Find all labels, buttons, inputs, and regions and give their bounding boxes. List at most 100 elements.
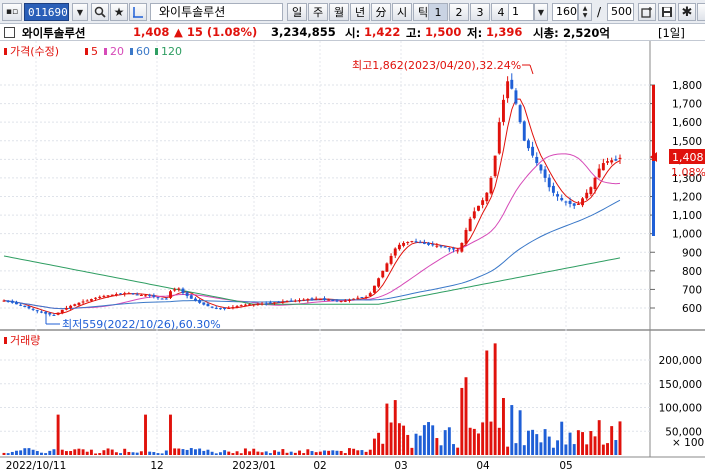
interval-4-button[interactable]: 4 <box>491 3 511 21</box>
count-input[interactable]: 160 <box>552 3 578 21</box>
period-year-button[interactable]: 년 <box>350 3 370 21</box>
settings-button[interactable]: ✱ <box>678 3 696 21</box>
stock-name-field[interactable]: 와이투솔루션 <box>150 3 283 21</box>
price-axis-panel <box>650 41 705 457</box>
legend-ma60: 60 <box>136 45 150 58</box>
more-button[interactable] <box>697 3 705 21</box>
favorite-button[interactable]: ★ <box>110 3 128 21</box>
volume-bar <box>352 448 356 455</box>
candle-body <box>456 250 460 252</box>
volume-bar <box>560 421 564 455</box>
volume-bar <box>447 427 451 455</box>
code-dropdown-button[interactable]: ▼ <box>72 3 88 21</box>
volume-bar <box>148 451 152 455</box>
price-tick-label: 1,600 <box>672 117 702 129</box>
candle-body <box>110 294 114 296</box>
volume-bar <box>277 451 281 455</box>
candle-body <box>589 187 593 195</box>
volume-bar <box>576 430 580 455</box>
volume-bar <box>618 421 622 455</box>
volume-bar <box>40 452 43 455</box>
volume-bar <box>514 443 518 455</box>
candle-body <box>526 140 530 149</box>
volume-bar <box>2 452 6 455</box>
period-day-button[interactable]: 일 <box>287 3 307 21</box>
info-checkbox[interactable] <box>4 27 15 38</box>
volume-bar <box>568 432 572 455</box>
total-input[interactable]: 500 <box>607 3 634 21</box>
candle-body <box>98 296 102 299</box>
stock-chart[interactable]: 1,8001,7001,6001,5001,4001,3001,2001,100… <box>0 41 705 473</box>
volume-tick-label: 200,000 <box>659 355 702 367</box>
price-tick-label: 800 <box>682 266 702 278</box>
period-minute-button[interactable]: 分 <box>371 3 391 21</box>
candle-body <box>206 303 210 307</box>
ma120-line <box>3 255 621 305</box>
stock-type-icon: ▪▫ <box>5 7 19 17</box>
candle-body <box>106 295 110 297</box>
date-tick-label: 02 <box>313 460 326 472</box>
volume-bar <box>306 449 310 455</box>
volume-bar <box>110 449 114 455</box>
count-stepper[interactable]: ▲ ▼ <box>578 3 592 21</box>
candle-body <box>131 293 135 295</box>
info-stock-name: 와이투솔루션 <box>22 26 86 40</box>
candle-body <box>360 297 364 299</box>
new-window-button[interactable] <box>638 3 656 21</box>
volume-bar <box>10 451 14 455</box>
volume-bar <box>127 451 131 455</box>
candle-body <box>377 278 381 287</box>
volume-bar <box>231 453 235 455</box>
volume-bar <box>597 420 601 455</box>
stock-type-button[interactable]: ▪▫ <box>2 3 22 21</box>
volume-bar <box>323 450 326 455</box>
candle-body <box>310 298 314 300</box>
legend-price: 가격(수정) <box>10 45 59 58</box>
volume-bar <box>348 448 351 455</box>
volume-bar <box>85 451 89 455</box>
price-tick-label: 900 <box>682 247 702 259</box>
legend-volume: 거래량 <box>10 334 40 347</box>
candle-body <box>52 314 56 316</box>
current-price: 1,408 <box>133 25 170 39</box>
low-annotation: 최저559(2022/10/26),60.30% <box>62 318 221 331</box>
low-label: 저: <box>467 26 483 40</box>
price-tick-label: 1,100 <box>672 210 702 222</box>
chart-type-button[interactable] <box>129 3 147 21</box>
volume-bar <box>210 451 214 455</box>
interval-3-button[interactable]: 3 <box>470 3 490 21</box>
volume-bar <box>614 440 618 455</box>
volume-bar <box>273 450 276 455</box>
stock-code-input[interactable]: 011690 <box>24 3 69 21</box>
candle-body <box>327 299 331 301</box>
period-week-button[interactable]: 주 <box>308 3 328 21</box>
save-button[interactable] <box>658 3 676 21</box>
search-button[interactable] <box>91 3 109 21</box>
volume-bar <box>285 452 289 455</box>
volume-bar <box>381 443 385 455</box>
period-hour-button[interactable]: 시 <box>392 3 412 21</box>
price-change: ▲ 15 (1.08%) <box>174 25 258 39</box>
interval-1-button[interactable]: 1 <box>428 3 448 21</box>
volume-bar <box>44 453 48 455</box>
chevron-down-icon: ▼ <box>537 7 545 17</box>
market-cap-label: 시총: <box>533 26 559 40</box>
interval-input[interactable]: 1 <box>508 3 534 21</box>
candle-body <box>468 218 472 232</box>
volume-bar <box>114 452 118 455</box>
legend-price-marker <box>4 48 7 55</box>
volume-bar <box>364 451 368 455</box>
candle-body <box>35 310 39 312</box>
interval-dropdown-button[interactable]: ▼ <box>534 3 548 21</box>
interval-2-button[interactable]: 2 <box>449 3 469 21</box>
volume-bar <box>177 448 181 455</box>
price-tick-label: 1,500 <box>672 136 702 148</box>
volume-unit: × 100 <box>672 437 704 449</box>
candle-body <box>31 308 35 310</box>
volume-bar <box>510 405 514 455</box>
volume-bar <box>314 452 318 455</box>
period-month-button[interactable]: 월 <box>329 3 349 21</box>
candle-body <box>314 298 318 300</box>
chevron-up-icon: ▲ <box>582 5 588 12</box>
open-label: 시: <box>345 26 361 40</box>
